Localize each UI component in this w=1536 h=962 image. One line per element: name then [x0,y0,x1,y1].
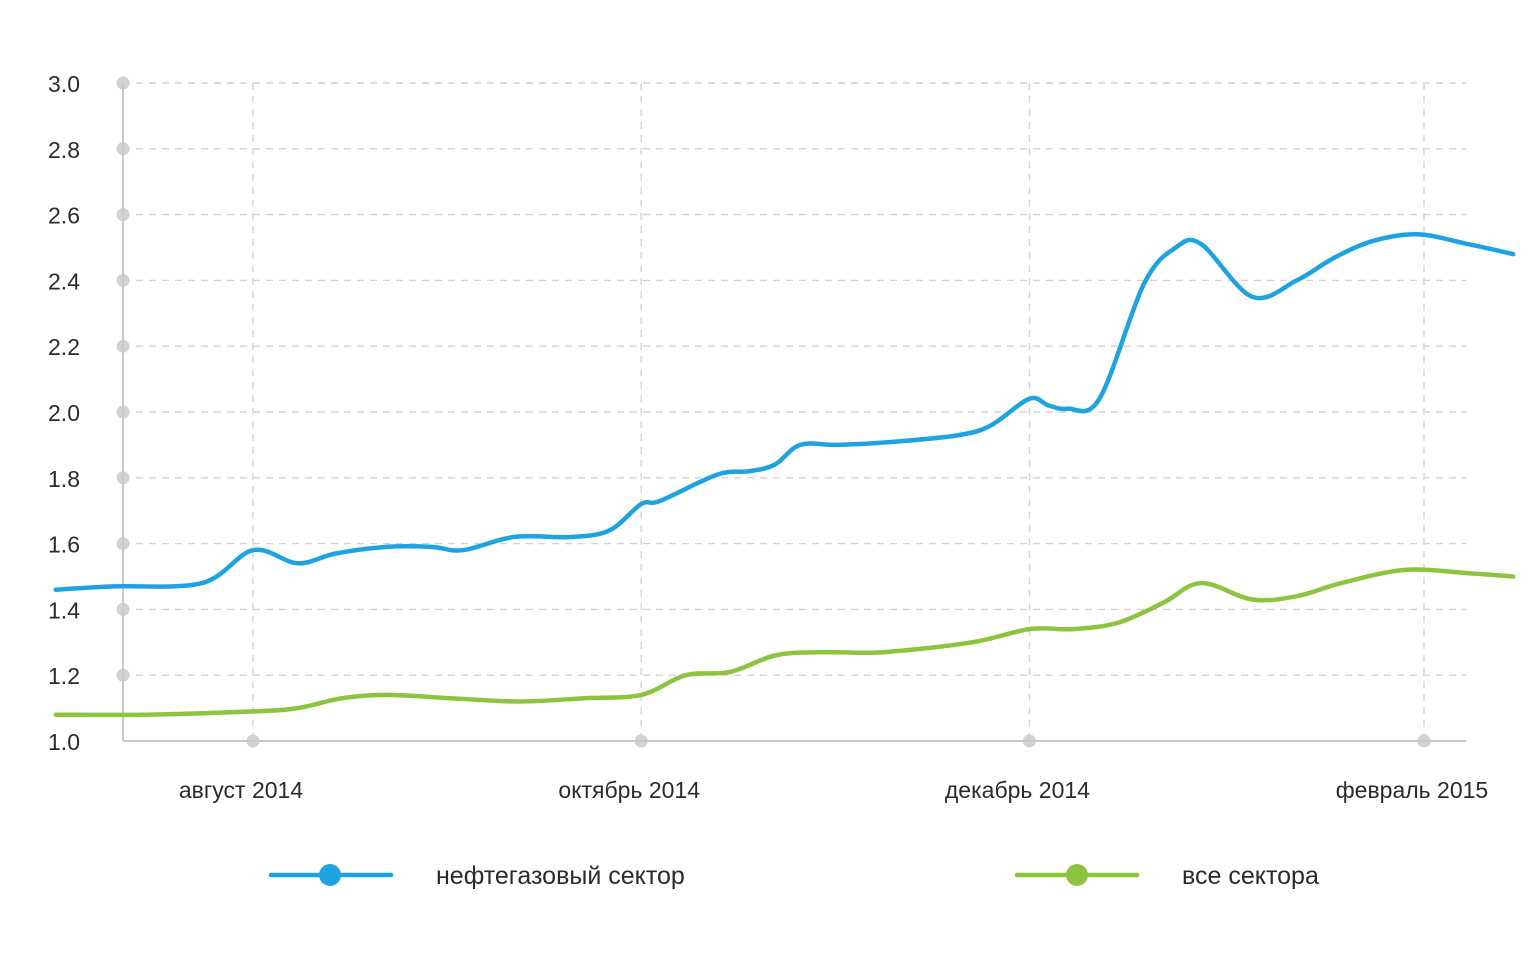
y-tick-label: 1.6 [48,532,80,558]
y-tick-label: 1.8 [48,466,80,492]
legend-item-1: нефтегазовый сектор [268,862,685,890]
legend-label: все сектора [1182,862,1319,890]
grid [123,82,1466,741]
axes [116,76,1466,748]
y-tick-label: 2.6 [48,203,80,229]
series-lines [53,232,1516,718]
x-tick-label: август 2014 [179,777,303,803]
legend: нефтегазовый сектор все сектора [268,862,1319,890]
x-tick-label: февраль 2015 [1336,777,1488,803]
series-line-2 [53,567,1516,718]
y-tick-label: 3.0 [48,71,80,97]
legend-swatch-dot [319,864,341,886]
legend-label: нефтегазовый сектор [436,862,685,890]
y-tick-label: 2.0 [48,400,80,426]
y-tick-label: 2.8 [48,137,80,163]
legend-swatch-dot [1066,864,1088,886]
legend-item-2: все сектора [1014,862,1319,890]
series-line-1 [53,232,1516,592]
x-tick-label: октябрь 2014 [558,777,700,803]
y-tick-label: 1.4 [48,597,80,623]
x-tick-label: декабрь 2014 [945,777,1090,803]
y-tick-label: 1.0 [48,729,80,755]
tick-labels: 1.0 1.2 1.4 1.6 1.8 2.0 2.2 2.4 2.6 2.8 3.0 август … [48,71,1488,803]
y-tick-label: 1.2 [48,663,80,689]
y-tick-label: 2.4 [48,268,80,294]
y-tick-label: 2.2 [48,334,80,360]
